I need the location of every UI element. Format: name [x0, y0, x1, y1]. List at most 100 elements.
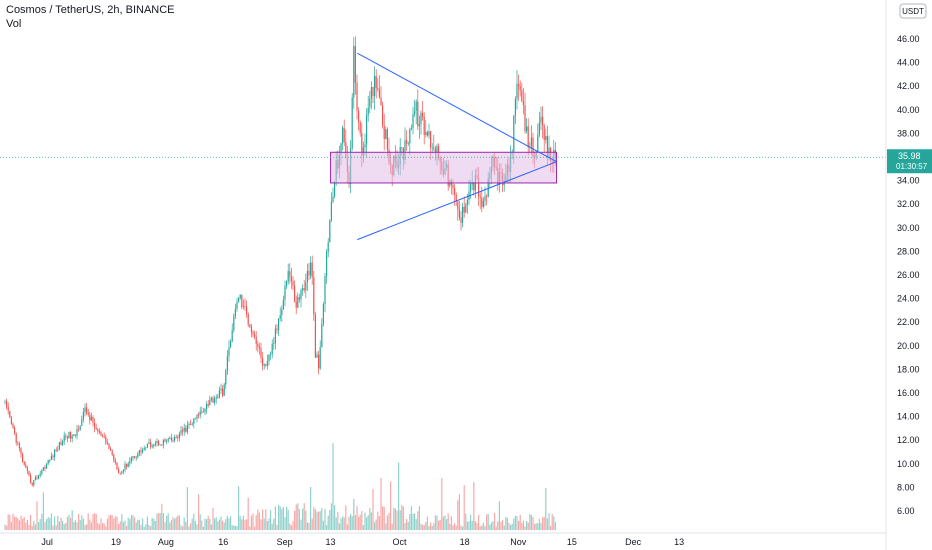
volume-bar: [343, 517, 345, 530]
volume-bar: [473, 481, 475, 530]
candle-body: [49, 459, 51, 461]
candle-body: [185, 427, 187, 432]
volume-bar: [87, 513, 89, 530]
candle-body: [167, 438, 169, 441]
price-tick-label: 14.00: [897, 412, 920, 422]
volume-bar: [446, 519, 448, 530]
candle-body: [194, 418, 196, 420]
volume-bar: [65, 523, 67, 530]
volume-bar: [358, 516, 360, 530]
candle-body: [170, 437, 172, 441]
volume-bar: [431, 525, 433, 530]
candle-body: [271, 343, 273, 355]
candle-body: [196, 414, 198, 419]
price-tick-label: 10.00: [897, 459, 920, 469]
candle-body: [334, 181, 336, 197]
candle-body: [97, 429, 99, 432]
candle-body: [150, 442, 152, 447]
volume-bar: [25, 522, 27, 530]
volume-bar: [362, 525, 364, 530]
volume-bar: [79, 519, 81, 530]
candle-body: [481, 197, 483, 207]
volume-bar: [442, 516, 444, 530]
volume-bar: [516, 516, 518, 530]
volume-bar: [146, 516, 148, 530]
candle-body: [383, 125, 385, 139]
candle-body: [458, 209, 460, 218]
candle-body: [321, 323, 323, 348]
candle-body: [410, 128, 412, 130]
candle-body: [23, 461, 25, 465]
candle-body: [543, 125, 545, 140]
volume-bar: [207, 515, 209, 530]
currency-badge-box: [899, 3, 927, 19]
volume-bar: [108, 515, 110, 530]
volume-bar: [90, 522, 92, 530]
volume-bar: [406, 518, 408, 530]
volume-bar: [399, 510, 401, 530]
volume-bars: [4, 443, 556, 530]
volume-bar: [121, 514, 123, 530]
volume-bar: [234, 525, 236, 530]
candle-body: [73, 434, 75, 436]
candle-body: [250, 326, 252, 332]
volume-bar: [292, 521, 294, 530]
candle-body: [426, 132, 428, 136]
volume-bar: [310, 487, 312, 530]
volume-bar: [394, 508, 396, 530]
price-tick-label: 22.00: [897, 317, 920, 327]
candle-body: [302, 288, 304, 291]
candle-body: [22, 454, 24, 462]
price-tick-label: 20.00: [897, 341, 920, 351]
volume-bar: [484, 526, 486, 530]
candle-body: [362, 147, 364, 156]
candle-body: [54, 449, 56, 458]
candle-body: [33, 480, 35, 486]
candle-body: [7, 406, 9, 411]
candle-body: [226, 355, 228, 371]
volume-bar: [218, 519, 220, 530]
candle-body: [9, 410, 11, 418]
volume-bar: [377, 511, 379, 530]
candle-body: [146, 443, 148, 448]
volume-bar: [134, 517, 136, 530]
candle-body: [465, 204, 467, 213]
price-axis[interactable]: 46.0044.0042.0040.0038.0036.0034.0032.00…: [897, 34, 920, 516]
volume-bar: [393, 507, 395, 530]
candle-body: [218, 390, 220, 398]
volume-bar: [348, 516, 350, 530]
volume-bar: [465, 513, 467, 530]
volume-bar: [396, 510, 398, 530]
candle-body: [111, 450, 113, 455]
volume-bar: [503, 525, 505, 530]
volume-bar: [127, 517, 129, 530]
candle-body: [417, 101, 419, 127]
volume-bar: [30, 514, 32, 530]
candle-body: [124, 463, 126, 470]
volume-bar: [89, 519, 91, 530]
volume-bar: [111, 515, 113, 530]
volume-bar: [82, 518, 84, 530]
volume-bar: [441, 478, 443, 530]
volume-bar: [260, 519, 262, 530]
volume-bar: [49, 518, 51, 530]
volume-bar: [186, 487, 188, 530]
volume-bar: [194, 521, 196, 530]
candle-body: [220, 388, 222, 391]
volume-bar: [169, 522, 171, 530]
currency-badge: USDT: [899, 3, 927, 19]
candle-body: [530, 137, 532, 147]
candle-body: [98, 431, 100, 433]
volume-bar: [247, 497, 249, 530]
volume-bar: [241, 519, 243, 530]
candle-body: [342, 127, 344, 144]
candle-body: [385, 129, 387, 139]
candle-body: [191, 423, 193, 425]
volume-bar: [4, 524, 6, 530]
volume-bar: [244, 519, 246, 530]
time-axis[interactable]: Jul 19 Aug 16 Sep 13 Oct 18 Nov 15 Dec 13: [41, 537, 684, 547]
volume-bar: [273, 518, 275, 530]
volume-bar: [553, 516, 555, 530]
volume-bar: [201, 520, 203, 530]
